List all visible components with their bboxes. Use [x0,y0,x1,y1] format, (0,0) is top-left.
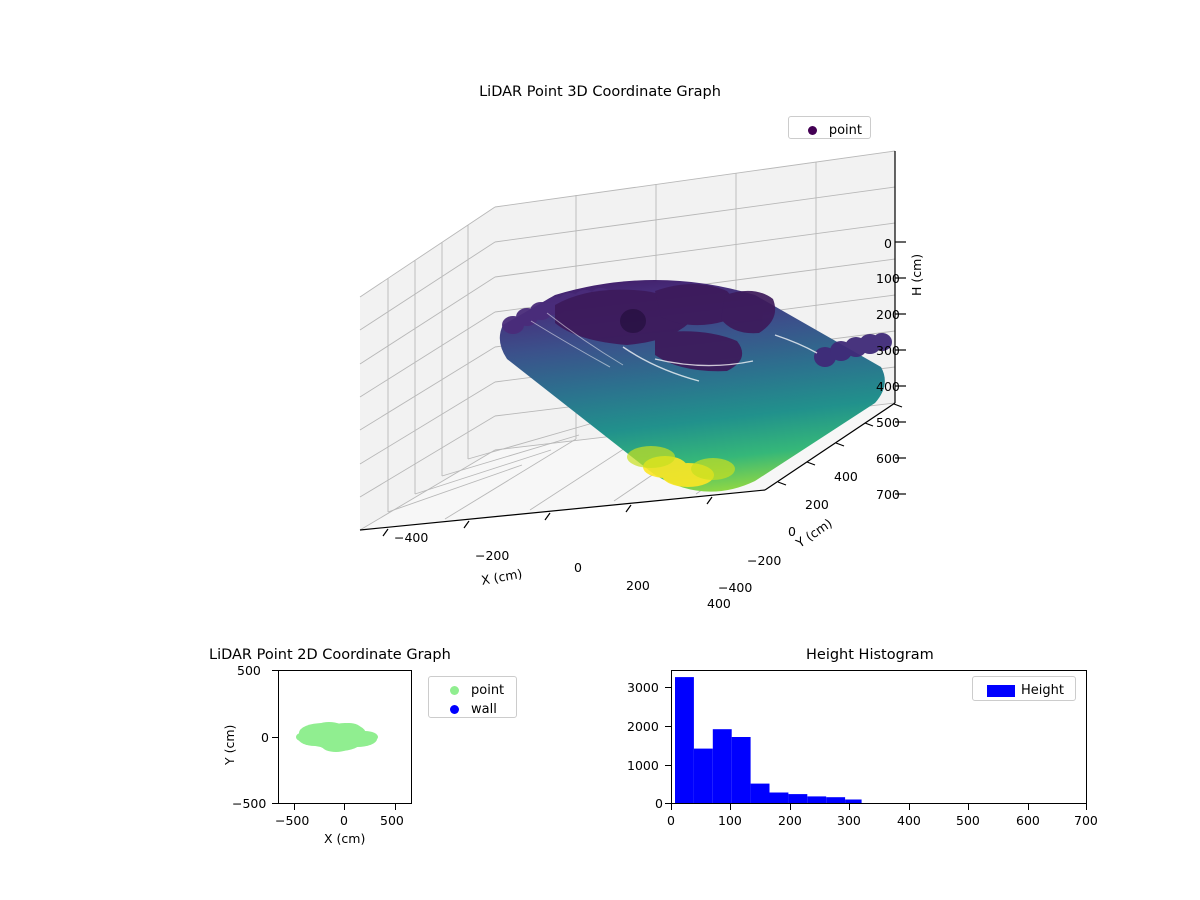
tick-3d-y-0: 0 [788,524,796,539]
tickmark-hist-x-600 [1028,804,1030,810]
panel-2d-title: LiDAR Point 2D Coordinate Graph [209,647,451,663]
tick-2d-x-0: 0 [340,813,348,828]
tick-hist-x-700: 700 [1074,813,1098,828]
tick-3d-x--400: −400 [394,530,429,545]
plot-2d-axes [278,670,412,804]
legend-2d-entry-wall: wall [437,700,508,719]
legend-2d-label-wall: wall [471,702,497,717]
tick-hist-x-200: 200 [778,813,802,828]
tickmark-2d-y--500 [272,803,278,805]
tick-3d-h-200: 200 [876,307,900,322]
tickmark-hist-x-700 [1086,804,1088,810]
legend-3d-label-point: point [828,123,862,138]
tick-2d-y--500: −500 [232,796,267,811]
legend-2d-entry-point: point [437,681,508,700]
tick-hist-x-300: 300 [837,813,861,828]
tickmark-hist-x-400 [909,804,911,810]
tick-3d-y--400: −400 [718,580,753,595]
tickmark-2d-x-0 [344,804,346,810]
tick-3d-x-400: 400 [707,596,731,611]
tickmark-hist-y-1000 [665,765,671,767]
tick-hist-x-500: 500 [956,813,980,828]
tickmark-hist-y-0 [665,803,671,805]
tick-3d-h-400: 400 [876,379,900,394]
tick-hist-y-0: 0 [655,796,663,811]
axis-label-3d-h: H (cm) [909,253,924,296]
tick-hist-y-1000: 1000 [627,758,659,773]
tick-3d-h-700: 700 [876,487,900,502]
panel-hist-title: Height Histogram [806,647,934,663]
tick-3d-h-300: 300 [876,343,900,358]
tickmark-hist-x-200 [790,804,792,810]
point-marker-icon [437,686,471,695]
axis-label-2d-y: Y (cm) [222,724,237,765]
tick-hist-x-0: 0 [667,813,675,828]
legend-2d-label-point: point [471,683,505,698]
point-cloud-2d [296,722,378,752]
tick-hist-x-400: 400 [897,813,921,828]
tick-3d-x-0: 0 [574,560,582,575]
tick-3d-x--200: −200 [475,548,510,563]
legend-hist-entry-height: Height [981,681,1067,700]
tickmark-hist-y-2000 [665,726,671,728]
tickmark-2d-y-0 [272,737,278,739]
tick-3d-h-600: 600 [876,451,900,466]
histogram-bars [675,677,862,803]
legend-2d: point wall [428,676,517,718]
tick-2d-y-0: 0 [261,730,269,745]
tick-hist-y-3000: 3000 [627,680,659,695]
panel-3d-title: LiDAR Point 3D Coordinate Graph [479,84,721,100]
tick-3d-y-400: 400 [834,469,858,484]
tick-3d-h-0: 0 [884,236,892,251]
tickmark-hist-y-3000 [665,687,671,689]
tick-hist-y-2000: 2000 [627,719,659,734]
tick-3d-x-200: 200 [626,578,650,593]
wall-marker-icon [437,705,471,714]
axis-label-2d-x: X (cm) [324,831,366,846]
tickmark-hist-x-0 [671,804,673,810]
tickmark-2d-x--500 [294,804,296,810]
legend-3d-entry-point: point [797,121,862,140]
tick-3d-h-100: 100 [876,271,900,286]
tick-3d-y--200: −200 [747,553,782,568]
legend-hist-label-height: Height [1021,683,1064,698]
tick-2d-x--500: −500 [275,813,310,828]
tickmark-2d-x-500 [395,804,397,810]
legend-hist: Height [972,676,1076,701]
legend-3d: point [788,116,871,139]
tick-2d-x-500: 500 [380,813,404,828]
tickmark-hist-x-500 [968,804,970,810]
tick-hist-x-100: 100 [718,813,742,828]
plot-3d-axes [359,150,906,537]
tick-3d-h-500: 500 [876,415,900,430]
height-patch-icon [981,684,1021,697]
tick-2d-y-500: 500 [237,663,261,678]
tick-3d-y-200: 200 [805,497,829,512]
point-marker-icon [797,126,829,135]
tick-hist-x-600: 600 [1016,813,1040,828]
tickmark-2d-y-500 [272,670,278,672]
tickmark-hist-x-100 [730,804,732,810]
tickmark-hist-x-300 [849,804,851,810]
